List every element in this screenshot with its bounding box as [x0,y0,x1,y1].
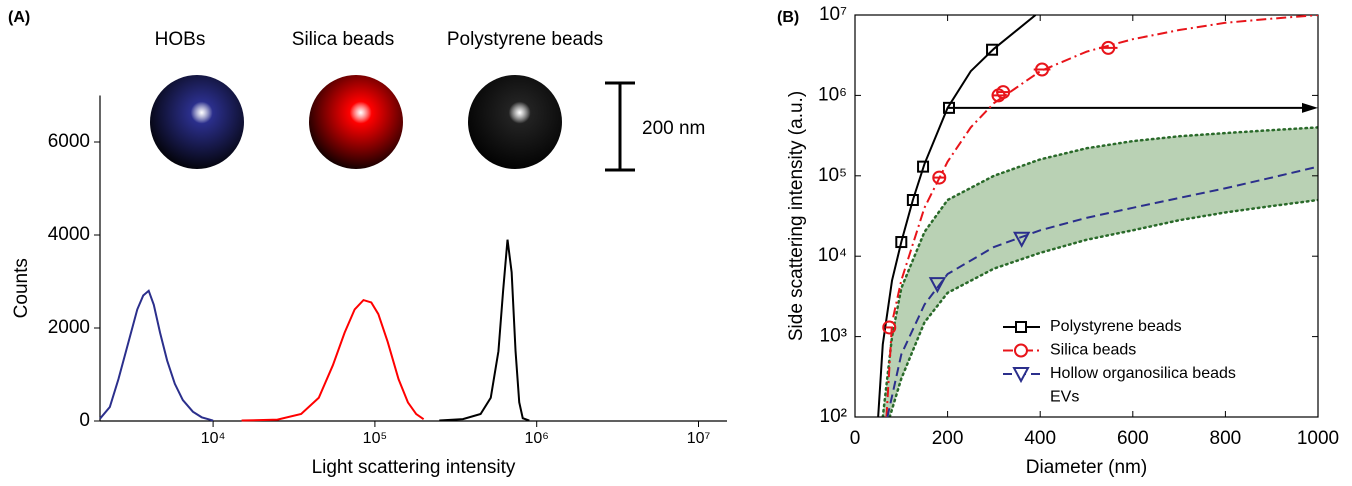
marker [1035,62,1050,77]
y-tick-label: 10⁵ [818,165,847,186]
y-tick-label: 6000 [48,131,90,152]
marker [895,236,908,249]
scale-bar-label: 200 nm [642,118,705,139]
marker [1101,40,1116,55]
band-fill [882,127,1318,417]
panel-label: (B) [777,9,799,26]
legend-label: Silica beads [292,29,394,50]
band-edge [881,126,1318,417]
marker [928,277,947,294]
legend-label: EVs [1050,389,1079,406]
legend-label: HOBs [155,29,206,50]
band-edge [888,198,1318,417]
legend-marker [1015,321,1027,333]
y-tick-label: 10⁴ [818,245,847,266]
x-tick-label: 10⁷ [687,430,711,447]
histogram-line [241,298,425,422]
x-tick-label: 10⁴ [201,430,226,447]
arrow-head [1302,102,1318,113]
x-tick-label: 200 [932,428,964,449]
y-tick-label: 10² [820,406,847,427]
marker [996,85,1011,100]
y-tick-label: 4000 [48,224,90,245]
plot-frame [854,14,1319,418]
y-axis-label: Counts [11,258,32,318]
histogram-line [439,239,530,422]
legend-label: Silica beads [1050,342,1136,359]
bead-sphere [309,75,403,169]
x-axis-label: Diameter (nm) [1026,457,1147,478]
marker [882,320,897,335]
marker [906,194,919,207]
legend-marker [1014,343,1028,358]
histogram-line [99,289,214,422]
fit-line [885,15,1318,417]
bead-sphere [468,75,562,169]
x-tick-label: 1000 [1297,428,1339,449]
x-tick-label: 10⁶ [525,430,549,447]
legend-label: Polystyrene beads [1050,318,1182,335]
panel-label: (A) [8,9,30,26]
y-tick-label: 0 [79,410,90,431]
y-axis-label: Side scattering intensity (a.u.) [786,91,807,341]
bead-sphere [150,75,244,169]
fit-line [877,15,1037,417]
marker [917,160,930,173]
x-axis-label: Light scattering intensity [312,457,516,478]
legend-marker [1012,367,1030,384]
marker [1013,231,1031,248]
legend-label: Hollow organosilica beads [1050,365,1236,382]
legend-label: Polystyrene beads [447,29,603,50]
y-tick-label: 10⁷ [819,4,847,25]
y-tick-label: 10³ [820,326,847,347]
marker [932,170,947,185]
marker [942,101,955,114]
x-tick-label: 0 [850,428,861,449]
scale-bar [605,81,635,172]
y-tick-label: 2000 [48,317,90,338]
fit-line [886,165,1318,417]
y-tick-label: 10⁶ [818,84,847,105]
x-tick-label: 10⁵ [363,430,387,447]
marker [986,43,999,56]
x-tick-label: 400 [1024,428,1056,449]
x-tick-label: 600 [1117,428,1149,449]
x-tick-label: 800 [1210,428,1242,449]
